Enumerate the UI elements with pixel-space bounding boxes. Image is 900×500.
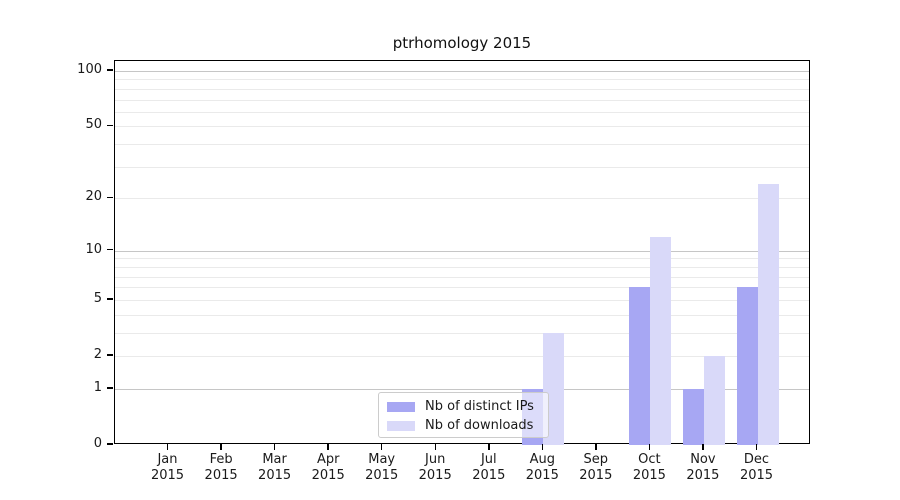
plot-area bbox=[114, 60, 810, 445]
gridline-minor-60 bbox=[115, 111, 809, 113]
x-tick-month: May bbox=[368, 452, 396, 467]
gridline-minor-5 bbox=[115, 299, 809, 301]
y-tick-label-50: 50 bbox=[85, 117, 102, 133]
y-tick-label-1: 1 bbox=[93, 379, 102, 395]
x-tick-mark-jun bbox=[434, 444, 436, 450]
x-tick-label-sep: Sep 2015 bbox=[569, 452, 623, 484]
legend-swatch-downloads bbox=[387, 420, 415, 431]
x-tick-mark-apr bbox=[327, 444, 329, 450]
y-tick-mark-0 bbox=[106, 443, 113, 445]
x-tick-mark-jan bbox=[166, 444, 169, 450]
gridline-major-1 bbox=[115, 388, 809, 390]
x-tick-month: Jan bbox=[157, 452, 178, 467]
gridline-minor-3 bbox=[115, 332, 809, 334]
x-tick-month: Sep bbox=[583, 452, 609, 467]
bar-distinct-ips-oct bbox=[629, 287, 651, 445]
x-tick-month: Aug bbox=[529, 452, 555, 467]
x-tick-year: 2015 bbox=[525, 468, 559, 483]
legend-row-downloads: Nb of downloads bbox=[387, 416, 540, 435]
gridline-major-100 bbox=[115, 71, 809, 72]
x-tick-mark-sep bbox=[595, 444, 597, 450]
x-tick-label-oct: Oct 2015 bbox=[622, 452, 676, 484]
x-tick-month: Jul bbox=[480, 452, 497, 467]
gridline-minor-9 bbox=[115, 258, 809, 260]
y-tick-label-2: 2 bbox=[93, 347, 102, 362]
x-tick-month: Feb bbox=[209, 452, 233, 467]
x-tick-year: 2015 bbox=[204, 468, 238, 483]
legend-label-downloads: Nb of downloads bbox=[425, 418, 534, 433]
x-tick-label-apr: Apr 2015 bbox=[301, 452, 355, 484]
gridline-minor-8 bbox=[115, 266, 809, 268]
y-tick-label-0: 0 bbox=[93, 436, 102, 451]
x-tick-label-may: May 2015 bbox=[355, 452, 409, 484]
x-tick-month: Nov bbox=[690, 452, 716, 467]
y-tick-mark-5 bbox=[106, 298, 113, 300]
legend-swatch-distinct-ips bbox=[387, 401, 415, 412]
y-tick-label-5: 5 bbox=[93, 290, 102, 306]
y-tick-label-100: 100 bbox=[77, 62, 102, 77]
chart-title: ptrhomology 2015 bbox=[392, 34, 532, 52]
y-tick-mark-100 bbox=[106, 69, 113, 71]
x-tick-label-jan: Jan 2015 bbox=[141, 452, 195, 484]
gridline-minor-4 bbox=[115, 314, 809, 316]
bar-downloads-nov bbox=[703, 356, 725, 445]
x-tick-month: Apr bbox=[316, 452, 340, 467]
y-tick-mark-20 bbox=[106, 196, 113, 198]
x-tick-label-aug: Aug 2015 bbox=[515, 452, 569, 484]
x-tick-mark-mar bbox=[273, 444, 276, 450]
gridline-minor-80 bbox=[115, 88, 809, 90]
x-tick-year: 2015 bbox=[418, 468, 452, 483]
gridline-minor-7 bbox=[115, 276, 809, 278]
x-tick-label-dec: Dec 2015 bbox=[730, 452, 784, 484]
legend: Nb of distinct IPs Nb of downloads bbox=[378, 392, 549, 438]
bar-distinct-ips-nov bbox=[682, 388, 704, 445]
x-tick-month: Oct bbox=[638, 452, 661, 467]
y-tick-mark-2 bbox=[106, 354, 113, 356]
gridline-minor-20 bbox=[115, 198, 809, 200]
x-tick-year: 2015 bbox=[739, 468, 774, 483]
y-tick-mark-1 bbox=[106, 387, 113, 389]
gridline-minor-50 bbox=[115, 126, 809, 128]
x-tick-year: 2015 bbox=[365, 468, 399, 483]
x-tick-month: Mar bbox=[262, 452, 287, 467]
x-tick-mark-jul bbox=[488, 444, 490, 450]
x-tick-year: 2015 bbox=[150, 468, 185, 483]
y-tick-label-10: 10 bbox=[85, 241, 102, 257]
gridline-minor-30 bbox=[115, 166, 809, 168]
bar-downloads-dec bbox=[757, 184, 779, 445]
x-tick-year: 2015 bbox=[686, 468, 720, 483]
y-tick-mark-50 bbox=[106, 124, 113, 127]
legend-label-distinct-ips: Nb of distinct IPs bbox=[425, 399, 534, 414]
x-tick-mark-feb bbox=[220, 444, 222, 450]
gridline-minor-40 bbox=[115, 144, 809, 146]
y-tick-mark-10 bbox=[106, 248, 113, 251]
x-tick-year: 2015 bbox=[632, 468, 666, 483]
x-tick-label-jun: Jun 2015 bbox=[408, 452, 462, 484]
x-tick-year: 2015 bbox=[311, 468, 345, 483]
gridline-minor-6 bbox=[115, 287, 809, 289]
x-tick-year: 2015 bbox=[472, 468, 506, 483]
x-tick-year: 2015 bbox=[579, 468, 613, 483]
gridline-major-10 bbox=[115, 250, 809, 252]
x-tick-label-feb: Feb 2015 bbox=[194, 452, 248, 484]
gridline-minor-70 bbox=[115, 99, 809, 101]
x-tick-label-jul: Jul 2015 bbox=[462, 452, 516, 484]
bar-downloads-oct bbox=[650, 237, 672, 445]
legend-row-distinct-ips: Nb of distinct IPs bbox=[387, 397, 540, 416]
x-tick-mark-may bbox=[380, 444, 383, 450]
bar-distinct-ips-dec bbox=[736, 287, 758, 445]
x-tick-month: Dec bbox=[743, 452, 770, 467]
x-tick-label-mar: Mar 2015 bbox=[248, 452, 302, 484]
gridline-minor-90 bbox=[115, 79, 809, 81]
x-tick-month: Jun bbox=[425, 452, 446, 467]
gridline-minor-2 bbox=[115, 356, 809, 357]
x-tick-year: 2015 bbox=[258, 468, 292, 483]
x-tick-label-nov: Nov 2015 bbox=[676, 452, 730, 484]
y-tick-label-20: 20 bbox=[85, 189, 102, 205]
